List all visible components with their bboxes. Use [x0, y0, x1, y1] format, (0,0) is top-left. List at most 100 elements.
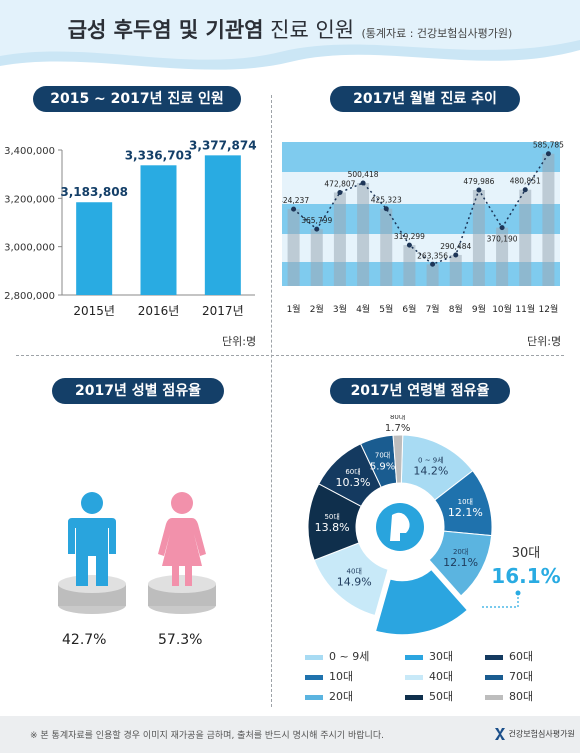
slice-category-label: 20대 — [453, 548, 468, 556]
legend-swatch — [305, 674, 323, 680]
highlight-dot — [515, 590, 521, 596]
slice-category-label: 60대 — [345, 468, 360, 476]
legend-swatch — [485, 674, 503, 680]
highlight-leader — [480, 593, 519, 608]
bar — [287, 209, 300, 286]
x-tick-label: 2016년 — [138, 304, 180, 318]
monthly-line-chart: 424,237 1월 365,799 2월 472,807 3월 500,418 4월 425,… — [282, 141, 564, 315]
data-point — [360, 180, 366, 186]
legend-label: 60대 — [509, 650, 534, 663]
x-tick-label: 2월 — [310, 303, 324, 315]
bar — [357, 182, 370, 286]
legend-label: 40대 — [429, 670, 454, 683]
x-tick-label: 4월 — [356, 303, 370, 315]
data-point — [383, 206, 389, 212]
legend-item: 70대 — [485, 668, 533, 684]
bar — [449, 254, 462, 286]
bar — [333, 192, 346, 286]
data-label: 425,323 — [371, 196, 402, 205]
bar-value-label: 3,377,874 — [189, 138, 257, 152]
data-point — [522, 187, 528, 193]
x-tick-label: 2017년 — [202, 304, 244, 318]
page-title: 급성 후두염 및 기관염 진료 인원 (통계자료 : 건강보험심사평가원) — [0, 14, 580, 44]
slice-category-label: 40대 — [347, 567, 362, 575]
header: 급성 후두염 및 기관염 진료 인원 (통계자료 : 건강보험심사평가원) — [0, 0, 580, 78]
legend-swatch — [485, 654, 503, 660]
bar — [310, 229, 323, 286]
footer-logo-text: 건강보험심사평가원 — [508, 729, 575, 739]
data-point — [499, 225, 505, 231]
legend-item: 30대 — [405, 648, 453, 664]
monthly-unit-label: 단위:명 — [527, 335, 562, 348]
title-main: 급성 후두염 및 기관염 — [67, 18, 264, 42]
legend-item: 40대 — [405, 668, 453, 684]
band — [282, 204, 560, 234]
x-tick-label: 5월 — [379, 303, 393, 315]
donut-slice — [392, 434, 404, 484]
section-title-gender: 2017년 성별 점유율 — [52, 378, 224, 404]
slice-value-label: 14.2% — [413, 464, 448, 477]
title-source: (통계자료 : 건강보험심사평가원) — [361, 27, 513, 40]
donut-slice — [374, 568, 468, 636]
bar — [496, 227, 509, 286]
data-label: 263,356 — [417, 251, 448, 260]
title-sub: 진료 인원 — [263, 18, 355, 42]
data-label: 472,807 — [324, 179, 355, 188]
highlight-category: 30대 — [512, 546, 541, 561]
divider-horizontal — [16, 355, 564, 356]
legend-swatch — [405, 694, 423, 700]
highlight-value: 16.1% — [491, 564, 560, 588]
female-figure — [148, 492, 216, 614]
bar — [140, 165, 177, 295]
data-point — [337, 189, 343, 195]
bar — [472, 190, 485, 286]
data-label: 319,299 — [394, 232, 425, 241]
x-tick-label: 8월 — [449, 303, 463, 315]
slice-category-label: 80대 — [390, 415, 405, 421]
x-tick-label: 11월 — [515, 303, 535, 315]
legend-label: 30대 — [429, 650, 454, 663]
bar-value-label: 3,183,808 — [60, 185, 128, 199]
data-point — [406, 242, 412, 248]
gender-share-chart — [58, 492, 216, 614]
yearly-unit-label: 단위:명 — [222, 335, 257, 348]
bar — [76, 202, 113, 295]
x-tick-label: 2015년 — [73, 304, 115, 318]
legend-label: 80대 — [509, 690, 534, 703]
data-point — [476, 187, 482, 193]
data-point — [453, 252, 459, 258]
data-label: 424,237 — [282, 196, 309, 205]
band — [282, 262, 560, 286]
x-tick-label: 7월 — [426, 303, 440, 315]
legend-swatch — [305, 654, 323, 660]
x-tick-label: 9월 — [472, 303, 486, 315]
x-tick-label: 12월 — [539, 303, 559, 315]
legend-label: 50대 — [429, 690, 454, 703]
slice-category-label: 70대 — [375, 451, 390, 459]
footer-note: ※ 본 통계자료를 인용할 경우 이미지 재가공을 금하며, 출처를 반드시 명… — [30, 731, 384, 741]
data-label: 500,418 — [348, 170, 379, 179]
slice-value-label: 5.9% — [370, 461, 395, 472]
legend-item: 50대 — [405, 688, 453, 704]
male-figure — [58, 492, 126, 614]
slice-value-label: 12.1% — [448, 506, 483, 519]
x-tick-label: 3월 — [333, 303, 347, 315]
logo-icon — [495, 728, 505, 740]
slice-category-label: 50대 — [324, 513, 339, 521]
x-tick-label: 1월 — [287, 303, 301, 315]
data-label: 480,851 — [510, 177, 541, 186]
bar — [542, 153, 555, 286]
slice-value-label: 12.1% — [443, 556, 478, 569]
female-share-label: 57.3% — [158, 632, 203, 648]
section-title-yearly: 2015 ~ 2017년 진료 인원 — [33, 86, 241, 112]
footer-logo: 건강보험심사평가원 — [494, 727, 575, 741]
band — [282, 142, 560, 172]
data-label: 585,785 — [533, 141, 564, 150]
slice-category-label: 0 ~ 9세 — [418, 455, 444, 464]
legend-item: 20대 — [305, 688, 353, 704]
legend-item: 60대 — [485, 648, 533, 664]
legend-label: 20대 — [329, 690, 354, 703]
series-line — [293, 153, 550, 266]
legend-label: 10대 — [329, 670, 354, 683]
section-title-age: 2017년 연령별 점유율 — [330, 378, 510, 404]
